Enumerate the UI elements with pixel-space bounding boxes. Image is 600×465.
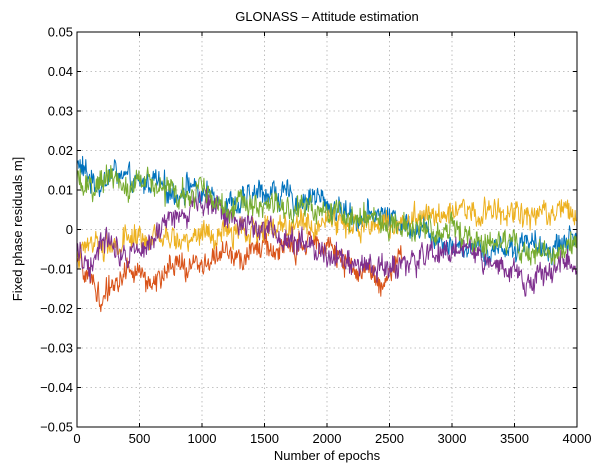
x-tick-label: 3500 xyxy=(500,431,529,446)
x-tick-label: 1500 xyxy=(250,431,279,446)
x-tick-label: 2500 xyxy=(375,431,404,446)
x-tick-label: 3000 xyxy=(438,431,467,446)
x-axis-label: Number of epochs xyxy=(274,448,381,463)
y-tick-label: −0.02 xyxy=(40,301,73,316)
x-tick-label: 1000 xyxy=(188,431,217,446)
x-tick-label: 2000 xyxy=(313,431,342,446)
y-tick-label: −0.03 xyxy=(40,341,73,356)
x-tick-label: 0 xyxy=(73,431,80,446)
series-line-4 xyxy=(76,188,578,297)
y-tick-label: 0 xyxy=(66,222,73,237)
series-line-3 xyxy=(76,196,578,269)
ticks: 0 500 1000 1500 2000 2500 3000 3500 4000 −0.05 −0.… xyxy=(40,25,591,447)
x-tick-label: 500 xyxy=(129,431,151,446)
chart-title: GLONASS – Attitude estimation xyxy=(235,9,419,24)
y-tick-label: 0.05 xyxy=(48,25,73,40)
x-tick-label: 4000 xyxy=(563,431,592,446)
y-tick-label: −0.04 xyxy=(40,380,73,395)
y-tick-label: 0.02 xyxy=(48,143,73,158)
y-tick-label: 0.04 xyxy=(48,64,73,79)
grid xyxy=(77,32,577,427)
y-axis-label: Fixed phase residuals m] xyxy=(10,157,25,302)
series-line-5 xyxy=(76,164,578,266)
y-tick-label: −0.05 xyxy=(40,420,73,435)
series-group xyxy=(76,155,578,313)
y-tick-label: 0.01 xyxy=(48,183,73,198)
y-tick-label: 0.03 xyxy=(48,104,73,119)
y-tick-label: −0.01 xyxy=(40,262,73,277)
